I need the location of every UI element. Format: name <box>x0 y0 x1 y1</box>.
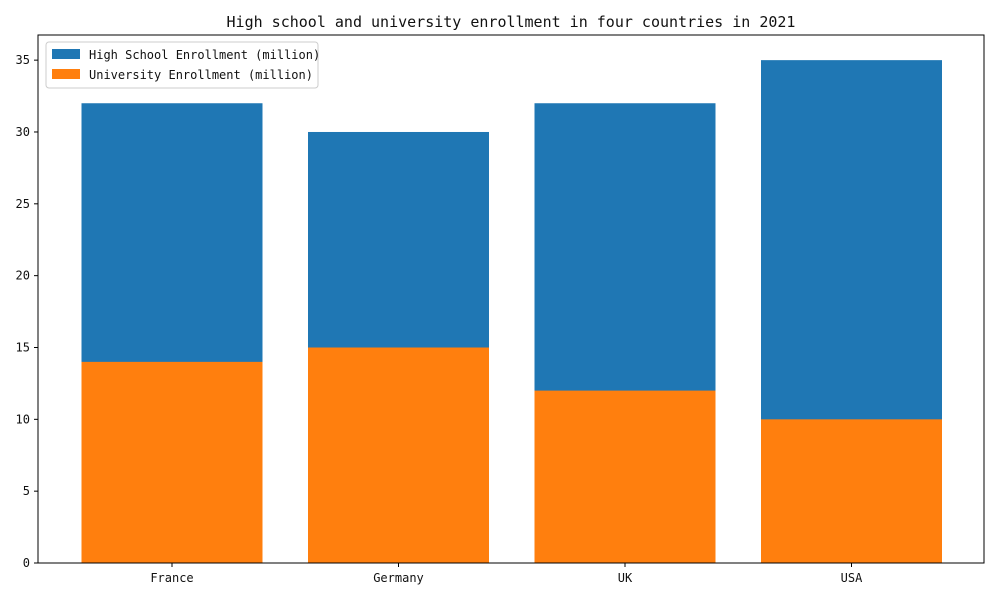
x-tick-label: UK <box>618 571 633 585</box>
x-axis-ticks: France Germany UK USA <box>150 563 863 585</box>
bar-university-germany <box>308 347 489 563</box>
bar-university-france <box>81 361 263 563</box>
bar-university-usa <box>761 419 942 563</box>
plot-area: 0 5 10 15 20 25 30 35 France Germany UK USA <box>16 34 985 585</box>
y-tick-label: 15 <box>16 340 30 354</box>
x-tick-label: Germany <box>373 571 424 585</box>
y-tick-label: 10 <box>16 412 30 426</box>
chart-title: High school and university enrollment in… <box>227 13 796 31</box>
y-tick-label: 30 <box>16 125 30 139</box>
x-tick-label: USA <box>841 571 863 585</box>
bar-university-uk <box>534 390 716 563</box>
legend-label-high-school: High School Enrollment (million) <box>89 48 320 62</box>
bars-layer <box>81 60 942 564</box>
legend-swatch-high-school <box>52 49 80 59</box>
plot-frame <box>37 34 985 564</box>
legend-box <box>45 41 319 89</box>
y-axis-ticks: 0 5 10 15 20 25 30 35 <box>16 53 38 570</box>
y-tick-label: 20 <box>16 269 30 283</box>
axes-layer <box>37 34 985 564</box>
y-tick-label: 25 <box>16 197 30 211</box>
x-tick-label: France <box>150 571 193 585</box>
y-tick-label: 0 <box>23 556 30 570</box>
legend-swatch-university <box>52 69 80 79</box>
legend: High School Enrollment (million) Univers… <box>45 41 320 89</box>
y-tick-label: 35 <box>16 53 30 67</box>
y-tick-label: 5 <box>23 484 30 498</box>
legend-label-university: University Enrollment (million) <box>89 68 313 82</box>
